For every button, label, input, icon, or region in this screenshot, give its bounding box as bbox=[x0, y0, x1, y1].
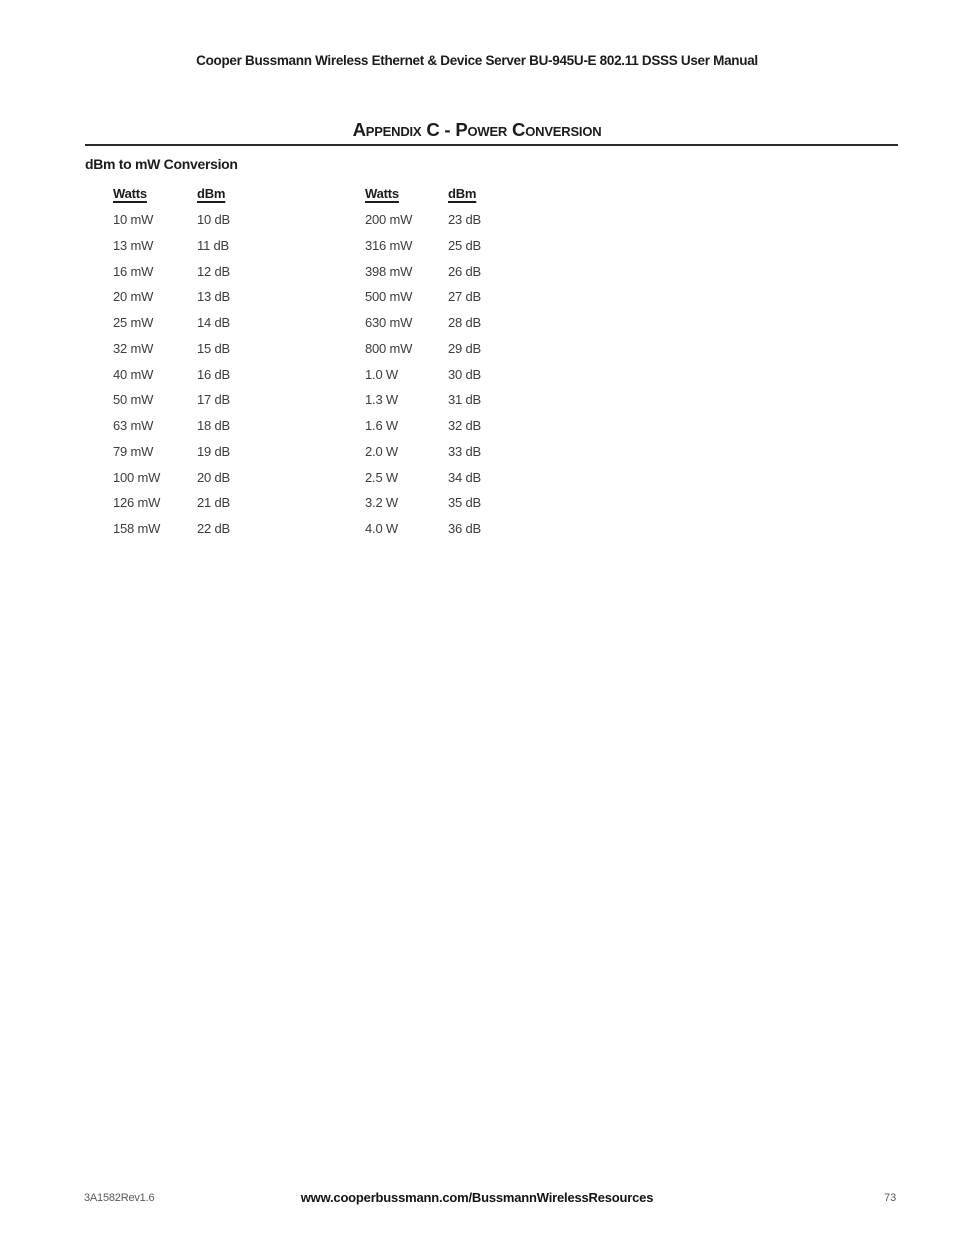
watts-value: 1.3 W bbox=[365, 392, 398, 408]
watts-value: 50 mW bbox=[113, 392, 154, 408]
watts-value: 10 mW bbox=[113, 212, 154, 228]
watts-value: 200 mW bbox=[365, 212, 413, 228]
watts-value: 100 mW bbox=[113, 469, 161, 485]
dbm-value: 22 dB bbox=[197, 521, 230, 537]
watts-value: 1.6 W bbox=[365, 418, 398, 434]
conversion-table-low-range: Watts dBm 10 mW 10 dB 13 mW 11 dB 16 mW 12 dB 20… bbox=[113, 181, 277, 542]
watts-value: 800 mW bbox=[365, 340, 413, 356]
dbm-value: 18 dB bbox=[197, 418, 230, 434]
column-header-watts: Watts bbox=[365, 186, 399, 202]
dbm-value: 10 dB bbox=[197, 212, 230, 228]
watts-value: 13 mW bbox=[113, 237, 154, 253]
title-rule bbox=[85, 144, 898, 146]
watts-value: 630 mW bbox=[365, 315, 413, 331]
watts-value: 2.0 W bbox=[365, 443, 398, 459]
conversion-table-high-range: Watts dBm 200 mW 23 dB 316 mW 25 dB 398 mW 26 d… bbox=[365, 181, 528, 542]
dbm-value: 11 dB bbox=[197, 237, 230, 253]
dbm-value: 36 dB bbox=[448, 521, 481, 537]
watts-value: 500 mW bbox=[365, 289, 413, 305]
appendix-title: Appendix C - Power Conversion bbox=[352, 119, 602, 140]
dbm-value: 30 dB bbox=[448, 366, 481, 382]
watts-value: 40 mW bbox=[113, 366, 154, 382]
dbm-value: 17 dB bbox=[197, 392, 230, 408]
dbm-value: 34 dB bbox=[448, 469, 481, 485]
section-heading: dBm to mW Conversion bbox=[85, 156, 238, 172]
document-revision: 3A1582Rev1.6 bbox=[84, 1192, 155, 1204]
dbm-value: 27 dB bbox=[448, 289, 481, 305]
manual-header: Cooper Bussmann Wireless Ethernet & Devi… bbox=[196, 53, 758, 68]
dbm-value: 21 dB bbox=[197, 495, 230, 511]
watts-value: 2.5 W bbox=[365, 469, 398, 485]
column-header-dbm: dBm bbox=[197, 186, 226, 202]
watts-value: 3.2 W bbox=[365, 495, 398, 511]
watts-value: 20 mW bbox=[113, 289, 154, 305]
dbm-value: 35 dB bbox=[448, 495, 481, 511]
watts-value: 398 mW bbox=[365, 263, 413, 279]
watts-value: 79 mW bbox=[113, 443, 154, 459]
dbm-value: 33 dB bbox=[448, 443, 481, 459]
dbm-value: 19 dB bbox=[197, 443, 230, 459]
watts-value: 316 mW bbox=[365, 237, 413, 253]
dbm-value: 25 dB bbox=[448, 237, 481, 253]
watts-value: 32 mW bbox=[113, 340, 154, 356]
dbm-value: 32 dB bbox=[448, 418, 481, 434]
watts-value: 1.0 W bbox=[365, 366, 398, 382]
watts-value: 4.0 W bbox=[365, 521, 398, 537]
watts-value: 126 mW bbox=[113, 495, 161, 511]
column-header-watts: Watts bbox=[113, 186, 147, 202]
dbm-value: 13 dB bbox=[197, 289, 230, 305]
column-header-dbm: dBm bbox=[448, 186, 477, 202]
watts-value: 158 mW bbox=[113, 521, 161, 537]
dbm-value: 12 dB bbox=[197, 263, 230, 279]
dbm-value: 14 dB bbox=[197, 315, 230, 331]
dbm-value: 26 dB bbox=[448, 263, 481, 279]
conversion-tables: Watts dBm 10 mW 10 dB 13 mW 11 dB 16 mW 12 dB 20… bbox=[113, 181, 528, 542]
dbm-value: 29 dB bbox=[448, 340, 481, 356]
dbm-value: 23 dB bbox=[448, 212, 481, 228]
footer-url-link[interactable]: www.cooperbussmann.com/BussmannWirelessR… bbox=[300, 1190, 654, 1205]
dbm-value: 28 dB bbox=[448, 315, 481, 331]
dbm-value: 15 dB bbox=[197, 340, 230, 356]
watts-value: 16 mW bbox=[113, 263, 154, 279]
watts-value: 25 mW bbox=[113, 315, 154, 331]
dbm-value: 20 dB bbox=[197, 469, 230, 485]
dbm-value: 16 dB bbox=[197, 366, 230, 382]
dbm-value: 31 dB bbox=[448, 392, 481, 408]
page-number: 73 bbox=[884, 1192, 897, 1204]
watts-value: 63 mW bbox=[113, 418, 154, 434]
